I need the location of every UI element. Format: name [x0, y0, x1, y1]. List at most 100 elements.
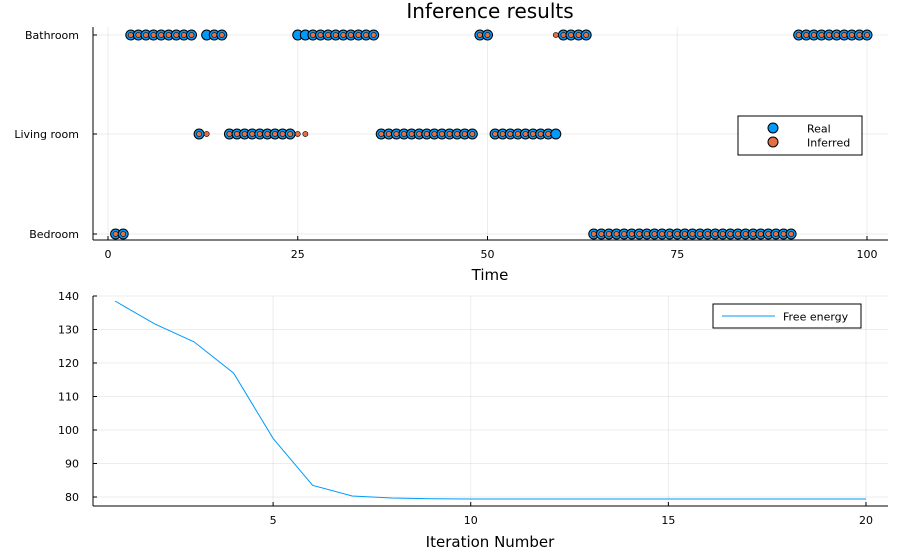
bottom-y-tick-label: 90 — [65, 458, 79, 471]
inferred-point — [385, 131, 392, 137]
inferred-point — [439, 131, 445, 137]
real-point — [550, 128, 562, 140]
top-ticks: 0 25 50 75 100 Bedroom Living room Bathroom — [14, 29, 877, 261]
bottom-ticks: 5 10 15 20 80 90 100 110 120 130 140 — [58, 290, 873, 527]
inferred-point — [401, 131, 407, 137]
top-y-tick-label: Bathroom — [25, 29, 79, 42]
inferred-point — [272, 131, 278, 137]
top-x-tick-label: 75 — [670, 248, 684, 261]
inferred-point — [583, 32, 590, 38]
inferred-point — [325, 32, 332, 38]
inferred-point — [537, 131, 544, 137]
inferred-point — [560, 32, 567, 38]
inferred-point — [393, 131, 400, 137]
inferred-point — [848, 32, 855, 38]
inferred-point — [264, 131, 271, 137]
top-x-tick-label: 0 — [105, 248, 112, 261]
inferred-point — [127, 32, 134, 38]
inferred-point — [818, 32, 825, 38]
inferred-point — [674, 231, 681, 237]
inferred-point — [203, 131, 210, 137]
inferred-point — [780, 231, 787, 237]
inferred-point — [340, 32, 347, 38]
inference-results-chart: 0 25 50 75 100 Bedroom Living room Bathroom Inf… — [14, 0, 888, 284]
inferred-point — [628, 231, 635, 237]
inferred-point — [461, 131, 468, 137]
top-points — [110, 29, 873, 240]
inferred-point — [416, 131, 423, 137]
inferred-point — [598, 231, 605, 237]
inferred-point — [514, 131, 521, 137]
inferred-point — [530, 131, 536, 137]
inferred-point — [742, 231, 749, 237]
inferred-point — [226, 131, 233, 137]
inferred-point — [727, 231, 734, 237]
top-legend-box — [737, 115, 863, 156]
inferred-point — [469, 131, 476, 137]
inferred-point — [378, 131, 385, 137]
bottom-y-tick-label: 110 — [58, 391, 79, 404]
inferred-point — [423, 131, 430, 137]
inferred-point — [431, 131, 438, 137]
inferred-point — [196, 131, 202, 137]
inferred-point — [810, 32, 817, 38]
inferred-point — [735, 231, 741, 237]
legend-real-marker — [767, 122, 779, 134]
bottom-line — [114, 300, 866, 500]
inferred-point — [370, 32, 377, 38]
inferred-point — [287, 131, 294, 137]
inferred-point — [712, 231, 719, 237]
inferred-point — [120, 231, 127, 237]
top-x-tick-label: 25 — [291, 248, 305, 261]
inferred-point — [636, 231, 643, 237]
legend-inferred-label: Inferred — [807, 137, 850, 150]
bottom-y-tick-label: 80 — [65, 491, 79, 504]
inferred-point — [681, 231, 688, 237]
inferred-point — [150, 32, 157, 38]
inferred-point — [507, 131, 514, 137]
inferred-point — [408, 131, 415, 137]
inferred-point — [317, 32, 324, 38]
top-y-tick-label: Bedroom — [29, 228, 79, 241]
inferred-point — [613, 231, 620, 237]
bottom-x-axis-label: Iteration Number — [426, 533, 555, 550]
free-energy-line — [114, 300, 866, 500]
inferred-point — [795, 32, 802, 38]
inferred-point — [112, 231, 119, 237]
inferred-point — [446, 131, 453, 137]
chart-title: Inference results — [406, 0, 573, 23]
inferred-point — [666, 231, 673, 237]
inferred-point — [355, 32, 362, 38]
inferred-point — [188, 32, 195, 38]
inferred-point — [773, 231, 779, 237]
inferred-point — [704, 231, 711, 237]
inferred-point — [590, 231, 597, 237]
inferred-point — [606, 231, 612, 237]
bottom-x-tick-label: 15 — [661, 514, 675, 527]
inferred-point — [218, 32, 225, 38]
inferred-point — [545, 131, 552, 137]
inferred-point — [279, 131, 286, 137]
top-x-tick-label: 50 — [481, 248, 495, 261]
inferred-point — [803, 32, 810, 38]
inferred-point — [135, 32, 142, 38]
inferred-point — [757, 231, 764, 237]
inferred-point — [651, 231, 658, 237]
inferred-point — [621, 231, 628, 237]
inferred-point — [484, 32, 491, 38]
inferred-point — [522, 131, 529, 137]
inferred-point — [347, 32, 354, 38]
inferred-point — [552, 32, 559, 38]
inferred-point — [750, 231, 757, 237]
inferred-point — [310, 32, 316, 38]
top-x-tick-label: 100 — [857, 248, 878, 261]
bottom-y-tick-label: 100 — [58, 424, 79, 437]
bottom-legend: Free energy — [712, 303, 862, 329]
inferred-point — [165, 32, 172, 38]
inferred-point — [697, 231, 703, 237]
top-x-axis-label: Time — [471, 266, 509, 284]
inferred-point — [180, 32, 187, 38]
inferred-point — [643, 231, 650, 237]
bottom-y-tick-label: 120 — [58, 357, 79, 370]
inferred-point — [499, 131, 506, 137]
